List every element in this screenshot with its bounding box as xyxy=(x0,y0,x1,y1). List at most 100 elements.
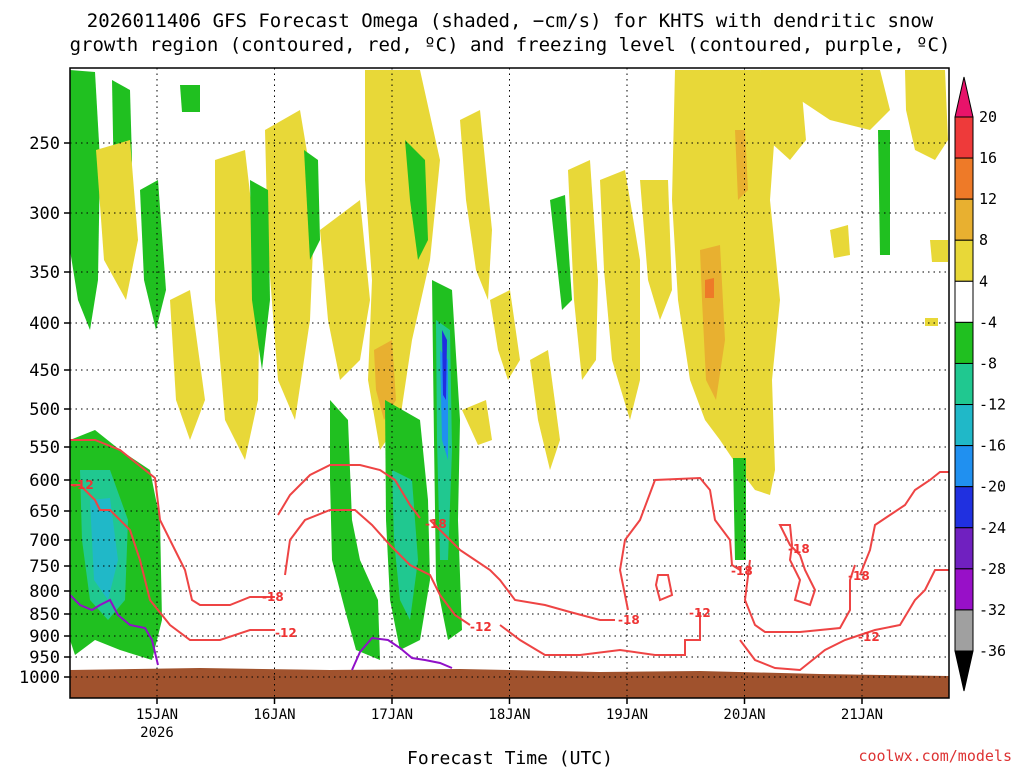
freezing-level-line xyxy=(69,594,159,666)
omega-shade-green xyxy=(550,195,572,310)
y-tick-label: 1000 xyxy=(19,668,60,688)
chart-title-line-2: growth region (contoured, red, ºC) and f… xyxy=(70,34,951,56)
chart-title-line-1: 2026011406 GFS Forecast Omega (shaded, −… xyxy=(87,10,934,32)
omega-shade-green xyxy=(250,180,270,370)
omega-shade-yellow xyxy=(930,240,948,262)
dgz-contour-line xyxy=(284,509,471,626)
colorbar-level-label: 4 xyxy=(979,272,988,290)
y-axis-pressure: 2503003504004505005506006507007508008509… xyxy=(19,134,70,688)
omega-shade-yellow xyxy=(568,160,598,380)
dgz-contour-line xyxy=(499,612,701,656)
freezing-level-line xyxy=(351,636,453,671)
contour-label: -18 xyxy=(731,564,753,578)
dgz-contours xyxy=(70,439,949,672)
y-tick-label: 450 xyxy=(29,361,60,381)
colorbar-lower-arrow xyxy=(954,650,974,692)
contour-label: -18 xyxy=(848,569,870,583)
x-tick-label: 15JAN xyxy=(136,707,178,723)
dgz-contour-line xyxy=(778,524,817,607)
colorbar-segment xyxy=(954,321,974,364)
colorbar-level-label: 12 xyxy=(979,190,997,208)
y-tick-label: 550 xyxy=(29,438,60,458)
contour-label: -12 xyxy=(72,478,94,492)
contour-label: -12 xyxy=(470,620,492,634)
colorbar-segment xyxy=(954,404,974,447)
colorbar-level-label: 16 xyxy=(979,149,997,167)
y-tick-label: 900 xyxy=(29,627,60,647)
colorbar-segment xyxy=(954,445,974,488)
y-tick-label: 700 xyxy=(29,531,60,551)
y-tick-label: 950 xyxy=(29,648,60,668)
omega-shade-yellow xyxy=(925,318,938,326)
colorbar-segment xyxy=(954,280,974,323)
dgz-contour-line xyxy=(618,476,741,611)
colorbar-segment xyxy=(954,157,974,200)
contour-label: -18 xyxy=(262,590,284,604)
omega-shade-green xyxy=(878,130,890,255)
omega-shade-green xyxy=(180,85,200,112)
omega-shade-green xyxy=(140,180,166,330)
y-tick-label: 600 xyxy=(29,471,60,491)
omega-shade-yellow xyxy=(462,400,492,445)
omega-shade-yellow xyxy=(775,70,890,130)
dgz-contour-line xyxy=(859,471,949,576)
omega-shade-yellow xyxy=(672,70,780,495)
omega-shade-orange xyxy=(705,278,714,298)
omega-shade-yellow xyxy=(265,110,315,420)
dgz-contour-line xyxy=(429,519,615,621)
contour-label: -18 xyxy=(788,542,810,556)
omega-shade-yellow xyxy=(170,290,205,440)
omega-shade-yellow xyxy=(600,170,640,420)
omega-shade-yellow xyxy=(96,140,138,300)
x-tick-label: 19JAN xyxy=(606,707,648,723)
dgz-contour-line xyxy=(70,484,275,641)
colorbar-level-label: -36 xyxy=(979,642,1006,660)
x-tick-label: 18JAN xyxy=(488,707,530,723)
y-tick-label: 250 xyxy=(29,134,60,154)
colorbar-segment xyxy=(954,609,974,652)
contour-label: -12 xyxy=(275,626,297,640)
omega-shade-yellow xyxy=(905,70,948,160)
colorbar-level-label: -20 xyxy=(979,478,1006,496)
colorbar-level-label: -24 xyxy=(979,519,1006,537)
omega-shading xyxy=(70,70,948,660)
y-tick-label: 300 xyxy=(29,204,60,224)
y-tick-label: 800 xyxy=(29,582,60,602)
omega-shade-blue xyxy=(90,498,118,600)
credit-text: coolwx.com/models xyxy=(858,747,1012,765)
x-axis-time: 15JAN 2026 16JAN 17JAN 18JAN 19JAN 20JAN 21JAN xyxy=(136,698,883,741)
contour-label: -12 xyxy=(858,630,880,644)
omega-shade-gold xyxy=(735,130,748,200)
omega-shade-green xyxy=(70,70,100,330)
dgz-contour-line xyxy=(70,439,275,606)
colorbar-segment xyxy=(954,486,974,529)
colorbar-level-label: -4 xyxy=(979,313,997,331)
colorbar-segment xyxy=(954,362,974,406)
colorbar-level-label: 20 xyxy=(979,108,997,126)
omega-shade-deep-blue xyxy=(442,330,447,400)
colorbar-level-label: -8 xyxy=(979,354,997,372)
y-tick-label: 400 xyxy=(29,314,60,334)
omega-shade-yellow xyxy=(460,110,492,300)
contour-label: -18 xyxy=(425,517,447,531)
y-tick-label: 650 xyxy=(29,502,60,522)
colorbar-level-label: -12 xyxy=(979,396,1006,414)
colorbar-level-label: 8 xyxy=(979,231,988,249)
colorbar-level-label: -32 xyxy=(979,601,1006,619)
omega-shade-yellow xyxy=(640,180,672,320)
y-tick-label: 350 xyxy=(29,263,60,283)
omega-shade-yellow xyxy=(760,70,806,160)
freezing-level-contours xyxy=(69,594,453,671)
omega-shade-yellow xyxy=(530,350,560,470)
dgz-contour-line xyxy=(654,574,674,602)
contour-labels: -12 -18 -18 -12 -18 -12 -18 -12 -18 -18 … xyxy=(72,478,880,644)
dgz-contour-line xyxy=(277,464,421,519)
colorbar-segment xyxy=(954,239,974,282)
colorbar-segment xyxy=(954,116,974,159)
contour-label: -12 xyxy=(689,606,711,620)
omega-shade-green xyxy=(405,140,428,260)
colorbar-level-label: -28 xyxy=(979,560,1006,578)
colorbar-level-label: -16 xyxy=(979,437,1006,455)
omega-shade-yellow xyxy=(320,200,370,380)
